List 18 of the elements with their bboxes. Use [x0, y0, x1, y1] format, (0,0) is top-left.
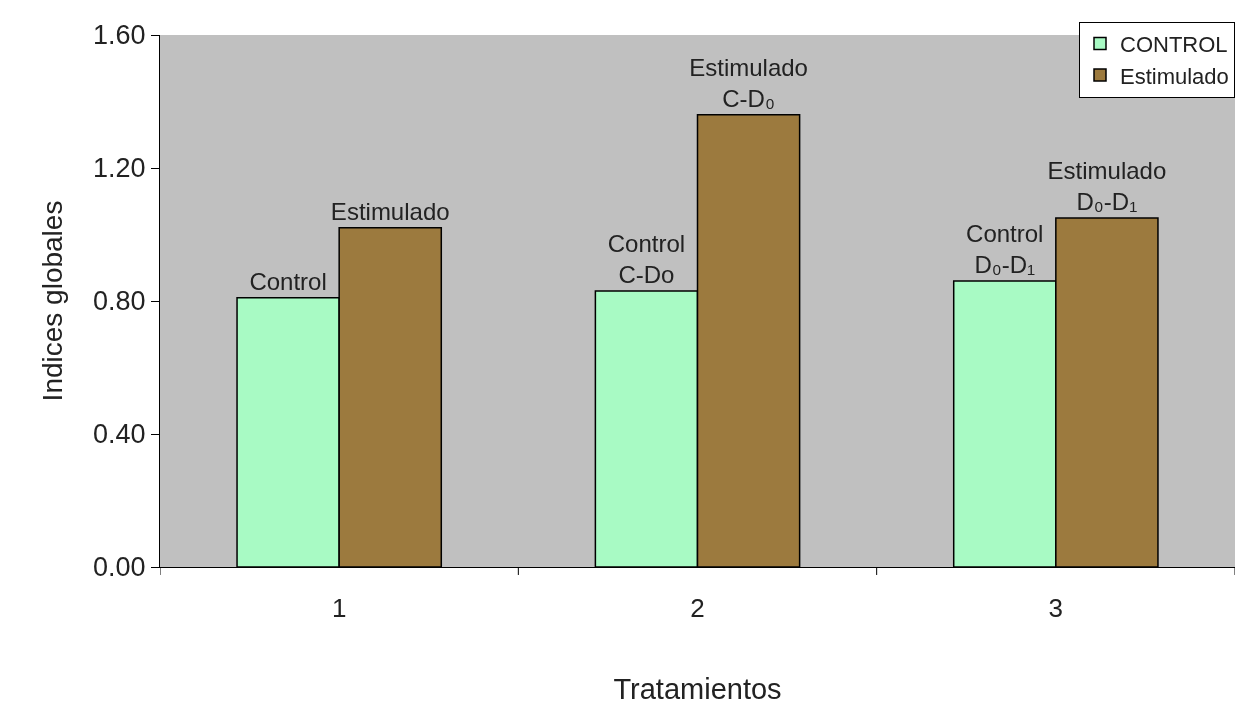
legend-label: CONTROL	[1120, 32, 1228, 58]
y-tick-label: 0.00	[93, 552, 146, 583]
y-axis-title: Indices globales	[36, 200, 68, 402]
y-tick-label: 0.40	[93, 419, 146, 450]
y-tick-label: 1.60	[93, 20, 146, 51]
data-label: Estimulado C-D₀	[689, 53, 808, 112]
x-tick-label: 3	[1048, 593, 1064, 624]
y-tick-label: 1.20	[93, 153, 146, 184]
data-label: Control	[249, 267, 327, 295]
x-tick-label: 1	[331, 593, 347, 624]
data-label: Control C-Do	[607, 229, 686, 289]
x-tick-label: 2	[690, 593, 705, 624]
legend-label: Estimulado	[1120, 63, 1229, 89]
x-axis-title: Tratamientos	[613, 673, 782, 705]
data-label: Estimulado	[330, 197, 450, 225]
y-tick-label: 0.80	[93, 286, 146, 317]
data-label: Estimulado D₀-D₁	[1047, 156, 1167, 215]
data-label: Control D₀-D₁	[966, 219, 1044, 279]
